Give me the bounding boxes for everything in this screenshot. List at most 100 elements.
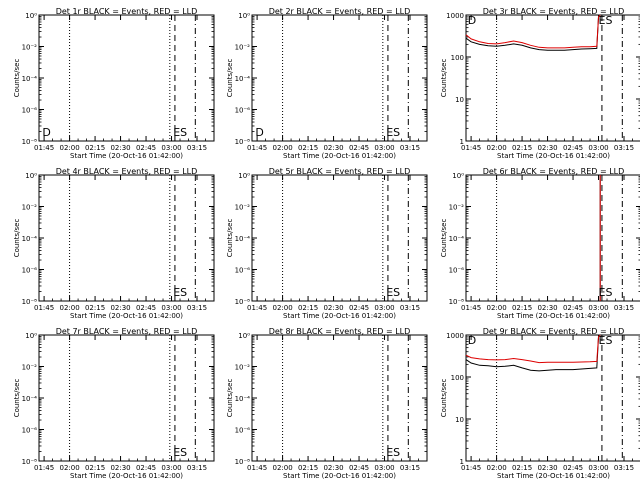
marker-label: ES xyxy=(599,286,613,299)
y-tick-label: 10⁻⁴ xyxy=(22,75,38,83)
y-tick-label: 10⁻² xyxy=(235,44,251,52)
plot-frame xyxy=(38,334,215,462)
x-axis-label: Start Time (20-Oct-16 01:42:00) xyxy=(70,152,183,160)
plot-frame xyxy=(251,334,428,462)
chart-title: Det 9r BLACK = Events, RED = LLD xyxy=(483,327,625,336)
y-tick-label: 10⁻⁸ xyxy=(235,138,251,146)
x-tick-label: 03:15 xyxy=(400,464,420,472)
lld-series-line xyxy=(465,14,601,49)
x-tick-label: 01:45 xyxy=(247,304,267,312)
y-axis-label: Counts/sec xyxy=(440,379,448,418)
y-tick-label: 10⁻⁴ xyxy=(235,235,251,243)
y-tick-label: 10⁻⁸ xyxy=(449,298,465,306)
y-axis-label: Counts/sec xyxy=(13,59,21,98)
x-tick-label: 02:00 xyxy=(272,464,292,472)
x-tick-label: 02:30 xyxy=(323,144,343,152)
x-tick-label: 02:45 xyxy=(136,304,156,312)
x-axis-label: Start Time (20-Oct-16 01:42:00) xyxy=(283,472,396,480)
y-tick-label: 1 xyxy=(460,138,464,146)
x-tick-label: 03:00 xyxy=(161,304,181,312)
x-tick-label: 02:30 xyxy=(110,304,130,312)
panel-det-6r: Det 6r BLACK = Events, RED = LLD 10⁻⁸ 10⁻⁶… xyxy=(440,167,640,320)
x-tick-label: 02:00 xyxy=(59,144,79,152)
x-tick-label: 03:00 xyxy=(374,144,394,152)
x-tick-label: 02:15 xyxy=(85,464,105,472)
y-tick-label: 1000 xyxy=(446,332,464,340)
x-tick-label: 03:00 xyxy=(588,304,608,312)
y-axis-label: Counts/sec xyxy=(13,379,21,418)
marker-label: ES xyxy=(386,446,400,459)
y-tick-label: 10⁻⁴ xyxy=(22,235,38,243)
x-tick-label: 02:30 xyxy=(323,304,343,312)
x-tick-label: 02:15 xyxy=(298,144,318,152)
x-tick-label: 02:15 xyxy=(298,304,318,312)
x-tick-label: 02:45 xyxy=(349,304,369,312)
x-tick-label: 03:00 xyxy=(161,464,181,472)
x-tick-label: 02:30 xyxy=(537,144,557,152)
plot-frame xyxy=(465,174,640,302)
plot-frame xyxy=(251,14,428,142)
x-tick-label: 02:00 xyxy=(272,304,292,312)
x-tick-label: 02:30 xyxy=(537,304,557,312)
y-tick-label: 10⁻⁴ xyxy=(22,395,38,403)
plot-frame xyxy=(38,14,215,142)
x-tick-label: 01:45 xyxy=(34,464,54,472)
x-tick-label: 02:45 xyxy=(136,464,156,472)
y-tick-label: 1000 xyxy=(446,12,464,20)
y-tick-label: 100 xyxy=(451,374,464,382)
marker-label: D xyxy=(42,126,50,139)
x-axis-label: Start Time (20-Oct-16 01:42:00) xyxy=(283,312,396,320)
x-tick-label: 03:00 xyxy=(374,464,394,472)
x-tick-label: 02:15 xyxy=(512,144,532,152)
x-tick-label: 02:30 xyxy=(537,464,557,472)
x-tick-label: 02:00 xyxy=(272,144,292,152)
y-tick-label: 10⁻² xyxy=(22,364,38,372)
x-tick-label: 02:45 xyxy=(563,464,583,472)
x-tick-label: 02:00 xyxy=(486,304,506,312)
x-tick-label: 03:00 xyxy=(588,144,608,152)
chart-title: Det 1r BLACK = Events, RED = LLD xyxy=(56,7,198,16)
chart-title: Det 4r BLACK = Events, RED = LLD xyxy=(56,167,198,176)
chart-title: Det 3r BLACK = Events, RED = LLD xyxy=(483,7,625,16)
y-tick-label: 10 xyxy=(455,416,464,424)
y-tick-label: 10⁻⁸ xyxy=(22,298,38,306)
y-tick-label: 10⁰ xyxy=(452,172,464,180)
marker-label: ES xyxy=(386,286,400,299)
y-tick-label: 10⁰ xyxy=(25,172,37,180)
panel-det-5r: Det 5r BLACK = Events, RED = LLD 10⁻⁸ 10⁻⁶… xyxy=(226,167,428,320)
plot-frame xyxy=(38,174,215,302)
events-series-line xyxy=(465,334,601,372)
chart-title: Det 5r BLACK = Events, RED = LLD xyxy=(269,167,411,176)
y-tick-label: 10⁰ xyxy=(25,332,37,340)
x-axis-label: Start Time (20-Oct-16 01:42:00) xyxy=(497,312,610,320)
x-tick-label: 03:15 xyxy=(187,304,207,312)
x-tick-label: 02:00 xyxy=(486,464,506,472)
x-tick-label: 01:45 xyxy=(247,144,267,152)
chart-title: Det 7r BLACK = Events, RED = LLD xyxy=(56,327,198,336)
x-tick-label: 01:45 xyxy=(247,464,267,472)
x-tick-label: 02:30 xyxy=(110,144,130,152)
x-tick-label: 02:00 xyxy=(486,144,506,152)
x-tick-label: 02:45 xyxy=(563,304,583,312)
y-tick-label: 10⁻⁶ xyxy=(235,107,251,115)
x-axis-label: Start Time (20-Oct-16 01:42:00) xyxy=(283,152,396,160)
marker-label: ES xyxy=(173,446,187,459)
y-tick-label: 10⁰ xyxy=(238,12,250,20)
x-tick-label: 03:00 xyxy=(374,304,394,312)
x-tick-label: 02:45 xyxy=(563,144,583,152)
y-axis-label: Counts/sec xyxy=(440,219,448,258)
y-tick-label: 10⁻⁶ xyxy=(22,267,38,275)
x-tick-label: 03:15 xyxy=(400,144,420,152)
marker-label: ES xyxy=(599,334,613,347)
plot-frame xyxy=(251,174,428,302)
y-tick-label: 10⁻⁶ xyxy=(235,267,251,275)
x-tick-label: 02:45 xyxy=(349,464,369,472)
marker-label: ES xyxy=(599,14,613,27)
y-tick-label: 10⁻² xyxy=(235,204,251,212)
marker-label: D xyxy=(255,126,263,139)
y-tick-label: 10⁰ xyxy=(25,12,37,20)
panel-det-4r: Det 4r BLACK = Events, RED = LLD 10⁻⁸ 10⁻⁶… xyxy=(13,167,215,320)
panel-det-8r: Det 8r BLACK = Events, RED = LLD 10⁻⁸ 10⁻⁶… xyxy=(226,327,428,480)
y-tick-label: 10⁻² xyxy=(22,44,38,52)
